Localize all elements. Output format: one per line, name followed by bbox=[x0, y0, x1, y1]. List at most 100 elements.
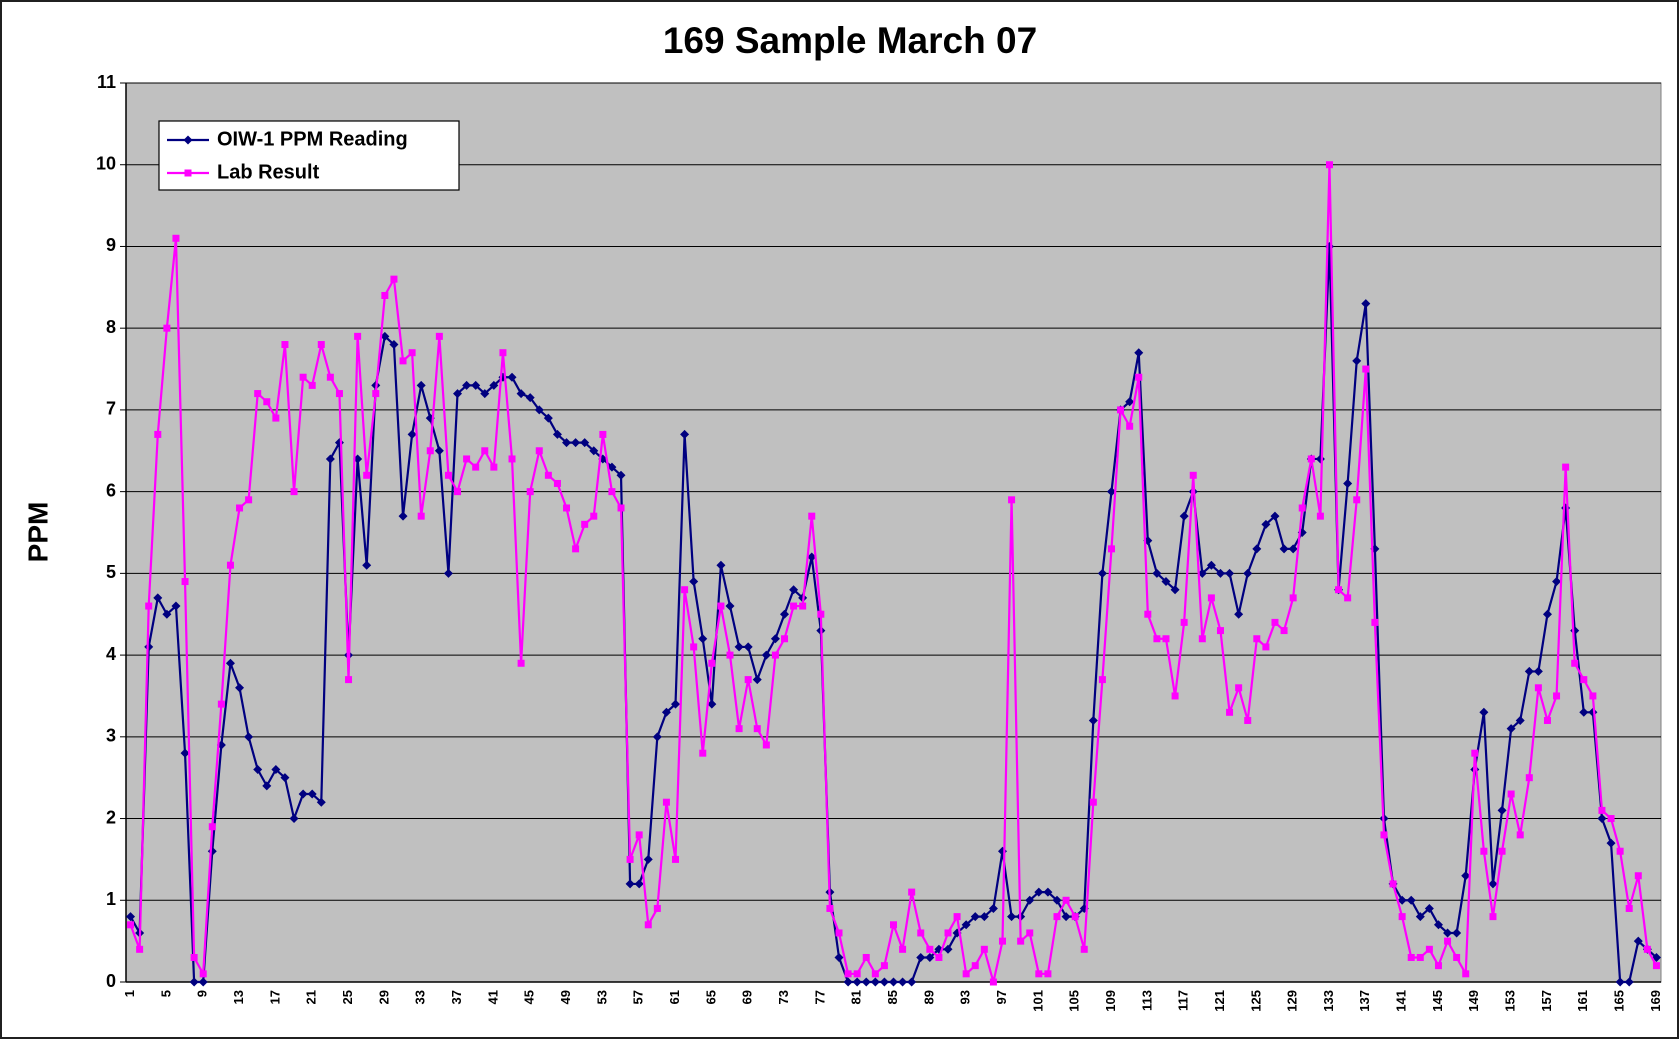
legend: OIW-1 PPM Reading Lab Result bbox=[158, 120, 460, 191]
data-point bbox=[1316, 512, 1324, 520]
data-point bbox=[1179, 511, 1189, 521]
data-point bbox=[961, 920, 971, 930]
data-point bbox=[1271, 618, 1279, 626]
x-tick-label: 37 bbox=[449, 990, 464, 1004]
data-point bbox=[381, 291, 389, 299]
data-point bbox=[1153, 635, 1161, 643]
data-point bbox=[1552, 577, 1562, 587]
data-point bbox=[943, 944, 953, 954]
data-point bbox=[1180, 618, 1188, 626]
data-point bbox=[1444, 937, 1452, 945]
data-point bbox=[1634, 872, 1642, 880]
x-tick-label: 57 bbox=[631, 990, 646, 1004]
data-point bbox=[198, 977, 208, 987]
y-tick-label: 4 bbox=[106, 644, 116, 664]
data-point bbox=[1497, 805, 1507, 815]
data-point bbox=[717, 602, 725, 610]
data-point bbox=[508, 455, 516, 463]
data-point bbox=[1008, 496, 1016, 504]
data-point bbox=[734, 642, 744, 652]
data-point bbox=[1288, 544, 1298, 554]
data-point bbox=[245, 496, 253, 504]
x-tick-label: 77 bbox=[812, 990, 827, 1004]
data-point bbox=[690, 643, 698, 651]
x-tick-label: 17 bbox=[267, 990, 282, 1004]
data-point bbox=[1088, 715, 1098, 725]
data-point bbox=[761, 650, 771, 660]
data-point bbox=[726, 651, 734, 659]
data-point bbox=[316, 797, 326, 807]
legend-label: Lab Result bbox=[217, 161, 320, 183]
data-point bbox=[1352, 356, 1362, 366]
x-tick-label: 89 bbox=[921, 990, 936, 1004]
data-point bbox=[290, 488, 298, 496]
data-point bbox=[534, 405, 544, 415]
data-point bbox=[136, 945, 144, 953]
data-point bbox=[780, 609, 790, 619]
data-point bbox=[652, 732, 662, 742]
data-point bbox=[262, 781, 272, 791]
data-point bbox=[1215, 568, 1225, 578]
x-tick-label: 93 bbox=[958, 990, 973, 1004]
x-tick-label: 81 bbox=[849, 990, 864, 1004]
data-point bbox=[1624, 977, 1634, 987]
data-point bbox=[163, 324, 171, 332]
data-point bbox=[808, 512, 816, 520]
data-point bbox=[1543, 716, 1551, 724]
data-point bbox=[389, 340, 399, 350]
data-point bbox=[1562, 463, 1570, 471]
data-point bbox=[308, 381, 316, 389]
data-point bbox=[980, 945, 988, 953]
data-point bbox=[1516, 831, 1524, 839]
data-point bbox=[471, 380, 481, 390]
data-point bbox=[1580, 676, 1588, 684]
data-point bbox=[671, 699, 681, 709]
data-point bbox=[1216, 627, 1224, 635]
data-point bbox=[1515, 715, 1525, 725]
data-point bbox=[607, 462, 617, 472]
data-point bbox=[835, 929, 843, 937]
data-point bbox=[1652, 962, 1660, 970]
x-tick-label: 109 bbox=[1103, 990, 1118, 1012]
data-point bbox=[753, 725, 761, 733]
x-tick-label: 21 bbox=[304, 990, 319, 1004]
data-point bbox=[1443, 928, 1453, 938]
data-point bbox=[1279, 544, 1289, 554]
data-point bbox=[244, 732, 254, 742]
data-point bbox=[1134, 348, 1144, 358]
data-point bbox=[1262, 643, 1270, 651]
data-point bbox=[1389, 880, 1397, 888]
data-point bbox=[1598, 806, 1606, 814]
data-point bbox=[643, 854, 653, 864]
chart-title: 169 Sample March 07 bbox=[663, 20, 1037, 61]
data-point bbox=[743, 642, 753, 652]
data-point bbox=[917, 929, 925, 937]
data-point bbox=[299, 373, 307, 381]
y-tick-label: 0 bbox=[106, 971, 116, 991]
data-point bbox=[298, 789, 308, 799]
data-point bbox=[989, 978, 997, 986]
data-point bbox=[426, 447, 434, 455]
data-point bbox=[525, 393, 535, 403]
data-point bbox=[890, 921, 897, 929]
x-tick-label: 133 bbox=[1321, 990, 1336, 1012]
x-tick-label: 45 bbox=[522, 990, 537, 1004]
data-point bbox=[672, 855, 680, 863]
data-point bbox=[1571, 659, 1579, 667]
data-point bbox=[1198, 635, 1206, 643]
data-point bbox=[208, 823, 216, 831]
data-point bbox=[1479, 707, 1489, 717]
data-point bbox=[226, 561, 234, 569]
data-point bbox=[1026, 929, 1034, 937]
data-point bbox=[162, 609, 172, 619]
data-point bbox=[971, 962, 979, 970]
data-point bbox=[489, 380, 499, 390]
data-point bbox=[480, 389, 490, 399]
series bbox=[127, 161, 1660, 986]
data-point bbox=[853, 970, 861, 978]
data-point bbox=[1553, 692, 1561, 700]
data-point bbox=[625, 879, 635, 889]
x-tick-label: 9 bbox=[195, 990, 210, 997]
data-point bbox=[925, 952, 935, 962]
data-point bbox=[635, 831, 643, 839]
